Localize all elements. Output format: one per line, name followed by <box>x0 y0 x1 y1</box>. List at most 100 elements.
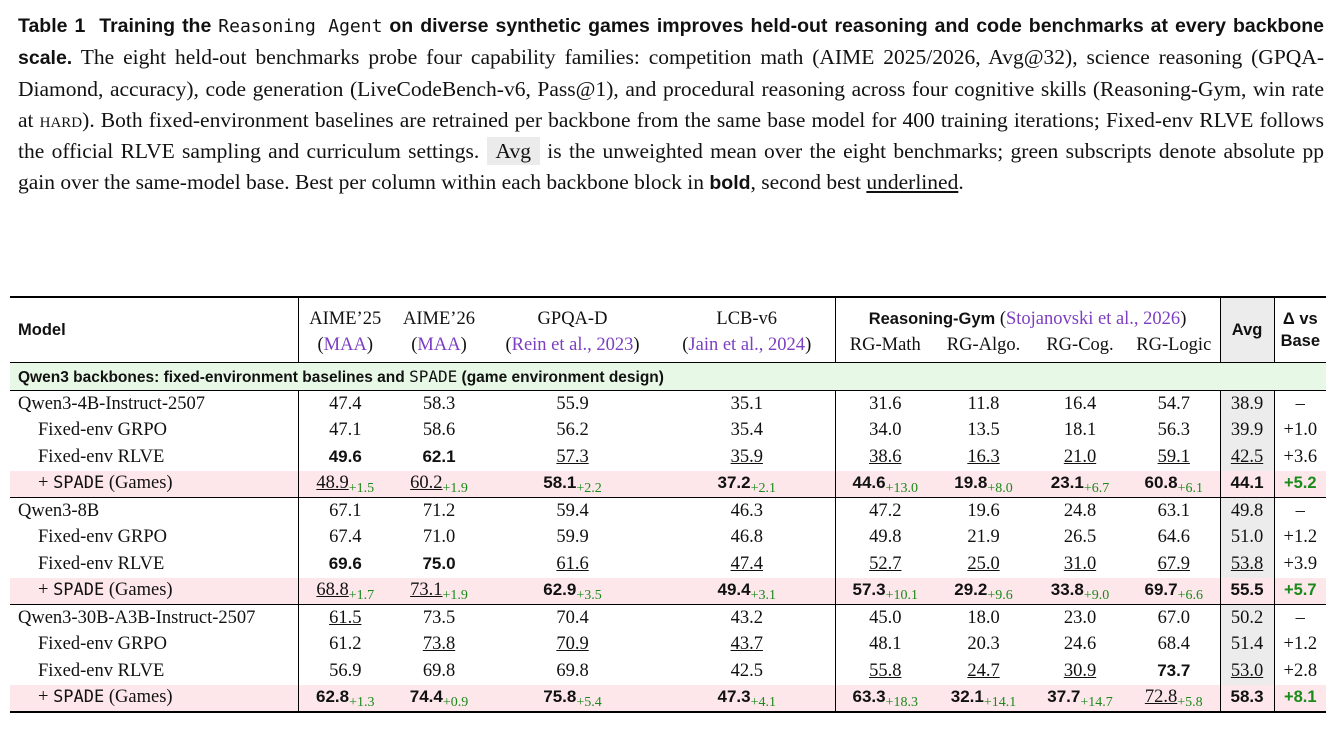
cell-value: 75.8 <box>543 687 577 707</box>
cell-value: 58.6 <box>422 420 456 441</box>
avg-value: 42.5 <box>1230 446 1264 467</box>
spade-plus: + <box>38 473 49 494</box>
avg-value: 53.0 <box>1230 660 1264 681</box>
cell-value: 69.8 <box>556 660 589 681</box>
cell-value: 42.5 <box>730 660 763 681</box>
header-aime25-cite[interactable]: MAA <box>323 335 367 355</box>
cell-value: 68.8 <box>316 580 349 601</box>
gain-subscript: +1.9 <box>442 481 468 497</box>
model-name: Fixed-env GRPO <box>38 527 167 548</box>
header-lcb-cite-cell: (Jain et al., 2024) <box>659 332 836 363</box>
cell-rg-logic: 72.8+5.8 <box>1128 684 1221 712</box>
model-name: Qwen3-30B-A3B-Instruct-2507 <box>18 607 256 628</box>
cell-value: 30.9 <box>1063 660 1097 681</box>
cell-value: 37.2 <box>717 473 751 493</box>
avg-value: 51.0 <box>1230 527 1264 548</box>
gain-subscript: +1.3 <box>349 695 375 711</box>
cell-value: 32.1 <box>950 687 984 707</box>
header-aime26-cite-cell: (MAA) <box>411 335 467 355</box>
cell-value: 35.9 <box>730 446 763 467</box>
spade-plus: + <box>38 687 49 708</box>
cell-rg-math: 48.1 <box>835 632 935 659</box>
cell-value: 68.4 <box>1157 634 1190 655</box>
cell-rg-math: 31.6 <box>835 391 935 418</box>
cell-aime25: 61.2 <box>298 632 392 659</box>
cell-value: 13.5 <box>967 420 1000 441</box>
model-name-cell: + SPADE (Games) <box>10 577 299 605</box>
model-name: Qwen3-8B <box>18 500 100 521</box>
cell-rg-math: 52.7 <box>835 551 935 578</box>
header-gpqa-cite[interactable]: Rein et al., 2023 <box>511 335 634 355</box>
cell-value: 31.6 <box>869 393 902 414</box>
cell-avg: 58.3 <box>1220 684 1275 712</box>
cell-rg-logic: 54.7 <box>1128 390 1221 418</box>
cell-rg-algo: 16.3 <box>935 444 1032 471</box>
header-lcb-cite[interactable]: Jain et al., 2024 <box>688 335 806 355</box>
delta-value: – <box>1295 500 1305 521</box>
cell-value: 47.1 <box>329 420 362 441</box>
cell-value: 21.9 <box>967 527 1000 548</box>
caption-title-post: on diverse synthetic games improves held… <box>18 15 1325 69</box>
cell-gpqa: 58.1+2.2 <box>486 470 659 498</box>
cell-value: 18.0 <box>967 607 1000 628</box>
header-delta: Δ vs Base <box>1274 297 1326 363</box>
cell-value: 57.3 <box>556 446 589 467</box>
cell-rg-math: 45.0 <box>835 605 935 632</box>
header-rg-math: RG-Math <box>849 335 921 355</box>
cell-value: 69.8 <box>422 660 456 681</box>
header-reasoning-gym: Reasoning-Gym (Stojanovski et al., 2026) <box>835 297 1221 332</box>
table-row: Qwen3-30B-A3B-Instruct-2507 61.5 73.5 70.4 4… <box>10 604 1327 632</box>
cell-rg-algo: 24.7 <box>935 658 1032 685</box>
delta-value: +2.8 <box>1283 660 1318 681</box>
cell-rg-cog: 26.5 <box>1032 525 1128 552</box>
cell-rg-logic: 64.6 <box>1128 524 1221 551</box>
cell-value: 16.3 <box>967 446 1000 467</box>
cell-delta: +2.8 <box>1274 658 1326 685</box>
model-name-cell: Qwen3-4B-Instruct-2507 <box>10 390 299 418</box>
header-aime25: AIME’25 <box>309 309 382 329</box>
cell-aime25: 49.6 <box>298 444 392 471</box>
spade-mono: SPADE <box>53 473 105 494</box>
cell-value: 47.4 <box>329 393 362 414</box>
cell-value: 48.9 <box>316 473 349 494</box>
avg-value: 49.8 <box>1230 500 1264 521</box>
cell-value: 21.0 <box>1063 446 1097 467</box>
cell-aime26: 69.8 <box>392 658 486 685</box>
header-rg-logic: RG-Logic <box>1128 332 1221 363</box>
cell-value: 34.0 <box>869 420 902 441</box>
cell-value: 52.7 <box>869 553 902 574</box>
table-caption: Table 1 Training the Reasoning Agent on … <box>18 10 1324 199</box>
delta-value: +3.9 <box>1283 553 1318 574</box>
model-name-cell: Fixed-env RLVE <box>10 551 299 578</box>
cell-aime26: 71.0 <box>392 525 486 552</box>
table-row: Fixed-env RLVE 49.6 62.1 57.3 35.9 38.6 16.3 21… <box>10 444 1326 471</box>
cell-rg-algo: 20.3 <box>935 632 1032 659</box>
cell-value: 69.7 <box>1144 580 1178 600</box>
cell-avg: 53.8 <box>1220 551 1275 578</box>
cell-rg-cog: 33.8+9.0 <box>1032 577 1128 605</box>
cell-value: 70.9 <box>556 634 589 655</box>
cell-value: 71.2 <box>422 500 456 521</box>
cell-value: 29.2 <box>954 580 988 600</box>
cell-rg-math: 63.3+18.3 <box>835 684 935 712</box>
header-rg-cite[interactable]: Stojanovski et al., 2026 <box>1005 309 1181 329</box>
cell-gpqa: 69.8 <box>486 658 659 685</box>
header-model: Model <box>10 297 299 363</box>
gain-subscript: +1.7 <box>348 588 375 604</box>
cell-delta: +1.2 <box>1274 525 1326 552</box>
caption-body-2: ). Both fixed-environment baselines are … <box>18 108 1325 163</box>
cell-aime25: 69.6 <box>298 551 392 578</box>
delta-value: +3.6 <box>1283 446 1318 467</box>
cell-rg-cog: 24.6 <box>1032 632 1128 659</box>
header-delta-line2: Base <box>1280 332 1321 350</box>
cell-gpqa: 56.2 <box>486 418 659 445</box>
header-aime26-cite[interactable]: MAA <box>417 335 461 355</box>
gain-subscript: +13.0 <box>885 481 918 497</box>
table-row-spade: + SPADE (Games) 62.8+1.3 74.4+0.9 75.8+5.4 4… <box>10 684 1327 712</box>
gain-subscript: +9.6 <box>987 588 1013 604</box>
caption-underlined-word: underlined <box>866 170 959 194</box>
section-pre: Qwen3 backbones: fixed-environment basel… <box>18 368 405 386</box>
cell-avg: 49.8 <box>1220 497 1275 525</box>
cell-value: 23.1 <box>1050 473 1084 493</box>
cell-value: 47.4 <box>730 553 763 574</box>
